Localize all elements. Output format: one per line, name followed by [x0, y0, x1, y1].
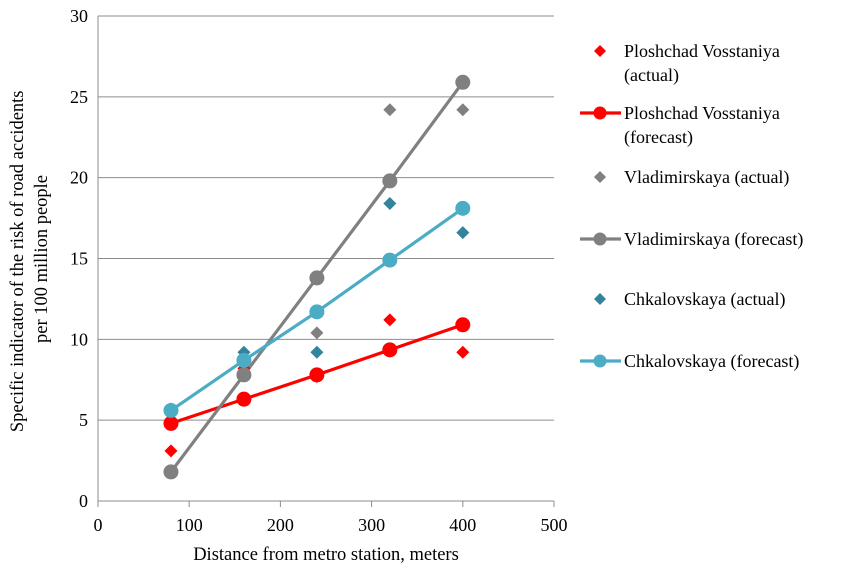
- legend-label: Vladimirskaya (actual): [624, 167, 789, 188]
- data-point-diamond: [456, 345, 470, 359]
- data-point-circle: [309, 367, 325, 383]
- data-point-circle: [382, 252, 398, 268]
- data-point-circle: [309, 304, 325, 320]
- data-point-diamond: [164, 444, 178, 458]
- y-axis-title-line-1: Specific indicator of the risk of road a…: [8, 91, 28, 433]
- plot-area: [163, 74, 471, 480]
- x-axis-title: Distance from metro station, meters: [193, 545, 459, 565]
- data-point-diamond: [383, 313, 397, 327]
- legend-marker-circle: [593, 232, 607, 246]
- y-tick-label: 10: [70, 329, 88, 349]
- y-axis-title: Specific indicator of the risk of road a…: [8, 86, 52, 432]
- y-tick-label: 0: [79, 491, 88, 511]
- legend-label: Ploshchad Vosstaniya: [624, 103, 780, 123]
- data-point-circle: [163, 402, 179, 418]
- x-tick-label: 200: [267, 515, 294, 535]
- data-point-diamond: [456, 103, 470, 117]
- data-point-circle: [163, 415, 179, 431]
- data-point-circle: [236, 367, 252, 383]
- y-tick-label: 15: [70, 249, 88, 269]
- legend-marker-diamond: [594, 45, 606, 57]
- data-point-diamond: [383, 197, 397, 211]
- y-tick-label: 25: [70, 87, 88, 107]
- legend: Ploshchad Vosstaniya (actual) Ploshchad Vo…: [580, 41, 803, 372]
- data-point-diamond: [310, 345, 324, 359]
- legend-label: Ploshchad Vosstaniya: [624, 41, 780, 61]
- data-point-diamond: [456, 226, 470, 240]
- legend-marker-circle: [593, 106, 607, 120]
- x-tick-label: 400: [449, 515, 476, 535]
- gridlines: [98, 15, 554, 421]
- data-point-circle: [163, 464, 179, 480]
- y-tick-label: 5: [79, 410, 88, 430]
- y-tick-label: 20: [70, 168, 88, 188]
- x-tick-label: 300: [358, 515, 385, 535]
- data-point-circle: [309, 270, 325, 286]
- legend-label: (actual): [624, 65, 679, 86]
- x-tick-label: 100: [176, 515, 203, 535]
- data-point-circle: [382, 173, 398, 189]
- data-point-circle: [382, 342, 398, 358]
- legend-marker-diamond: [594, 293, 606, 305]
- y-axis-title-line-2: per 100 million people: [32, 175, 52, 343]
- data-point-diamond: [383, 103, 397, 117]
- legend-marker-circle: [593, 354, 607, 368]
- y-tick-label: 30: [70, 6, 88, 26]
- data-point-diamond: [310, 326, 324, 340]
- x-tick-label: 500: [541, 515, 568, 535]
- legend-label: Chkalovskaya (actual): [624, 289, 785, 310]
- data-point-circle: [236, 352, 252, 368]
- data-point-circle: [455, 74, 471, 90]
- legend-label: Chkalovskaya (forecast): [624, 351, 799, 372]
- data-point-circle: [455, 200, 471, 216]
- data-point-circle: [236, 391, 252, 407]
- data-point-circle: [455, 317, 471, 333]
- legend-label: Vladimirskaya (forecast): [624, 229, 803, 250]
- legend-marker-diamond: [594, 171, 606, 183]
- x-tick-label: 0: [94, 515, 103, 535]
- legend-label: (forecast): [624, 127, 693, 148]
